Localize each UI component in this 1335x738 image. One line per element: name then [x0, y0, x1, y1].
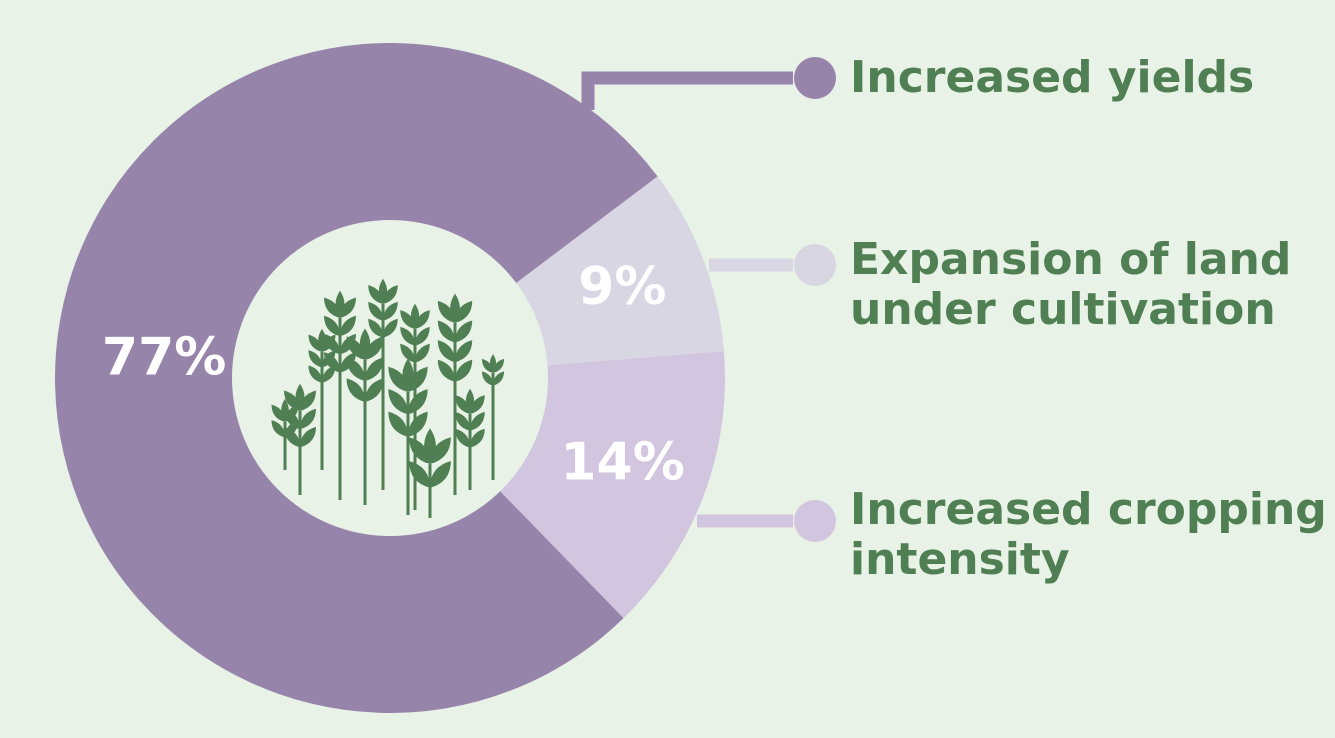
legend-dot-2	[794, 57, 836, 99]
legend-label-1-line-1: intensity	[850, 534, 1070, 585]
legend-label-0-line-1: under cultivation	[850, 284, 1276, 335]
legend-label-0-line-0: Expansion of land	[850, 234, 1291, 285]
slice-value-label-0: 9%	[578, 257, 666, 317]
wheat-plants-icon	[271, 278, 505, 518]
legend-connector-2	[581, 71, 793, 110]
legend-label-2-line-0: Increased yields	[850, 52, 1254, 103]
legend-dot-1	[794, 500, 836, 542]
legend-dot-0	[794, 244, 836, 286]
legend-label-1-line-0: Increased cropping	[850, 484, 1327, 535]
slice-value-label-2: 77%	[102, 328, 226, 388]
slice-labels-group: 9% 14% 77%	[102, 257, 685, 493]
slice-value-label-1: 14%	[560, 432, 684, 492]
